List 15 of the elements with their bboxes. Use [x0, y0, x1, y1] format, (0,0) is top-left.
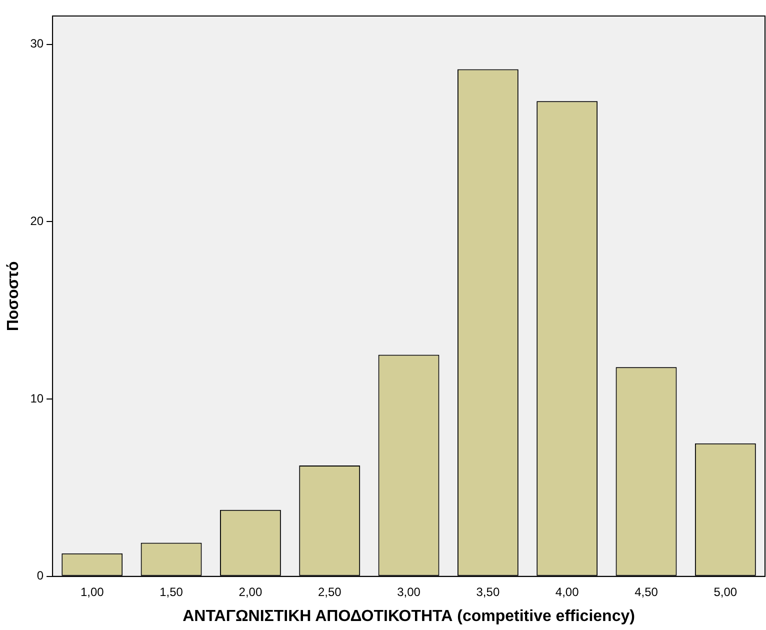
x-tick-label: 4,00: [555, 584, 580, 599]
y-axis-title: Ποσοστό: [5, 261, 22, 332]
y-tick-label: 30: [30, 36, 44, 51]
x-tick-label: 1,00: [80, 584, 104, 599]
x-tick-label: 2,50: [318, 584, 342, 599]
y-tick-label: 20: [30, 214, 44, 228]
x-tick-label: 3,50: [476, 584, 500, 599]
x-tick-label: 1,50: [160, 584, 184, 599]
x-tick-label: 4,50: [634, 584, 658, 599]
y-tick-label: 0: [36, 568, 44, 583]
x-tick-label: 5,00: [714, 584, 738, 599]
y-tick-label: 10: [30, 391, 44, 406]
x-axis-title: ΑΝΤΑΓΩΝΙΣΤΙΚΗ ΑΠΟΔΟΤΙΚΟΤΗΤΑ (competitive efficiency): [182, 608, 635, 625]
x-tick-label: 2,00: [238, 584, 262, 599]
x-tick-label: 3,00: [397, 584, 421, 599]
